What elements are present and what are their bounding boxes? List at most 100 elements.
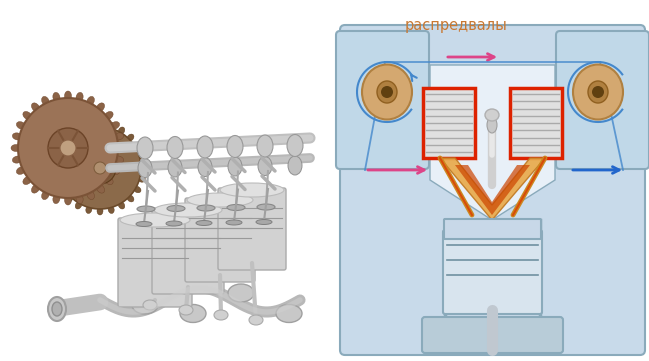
Ellipse shape [118,201,125,209]
Ellipse shape [59,186,67,193]
Ellipse shape [53,194,60,204]
Ellipse shape [377,81,397,103]
Ellipse shape [127,134,134,141]
Ellipse shape [134,186,141,193]
Ellipse shape [110,122,119,129]
Ellipse shape [16,122,26,129]
Ellipse shape [167,205,185,212]
Ellipse shape [48,297,66,321]
Ellipse shape [76,194,83,204]
Ellipse shape [137,137,153,159]
FancyBboxPatch shape [218,188,286,270]
Ellipse shape [42,190,49,200]
Ellipse shape [118,127,125,135]
Ellipse shape [66,134,73,141]
Ellipse shape [66,195,73,202]
Ellipse shape [104,112,113,120]
Ellipse shape [257,204,275,210]
Ellipse shape [134,143,141,150]
Ellipse shape [167,136,183,158]
FancyBboxPatch shape [340,25,645,355]
Ellipse shape [573,65,623,119]
Ellipse shape [96,184,104,193]
Ellipse shape [53,92,60,102]
Ellipse shape [76,92,83,102]
Ellipse shape [55,176,62,182]
FancyBboxPatch shape [510,88,562,158]
Ellipse shape [31,103,40,112]
Ellipse shape [180,304,206,322]
Ellipse shape [11,144,21,152]
Ellipse shape [138,154,145,160]
Ellipse shape [108,206,114,213]
FancyBboxPatch shape [422,317,563,353]
Ellipse shape [16,167,26,174]
Ellipse shape [12,156,22,163]
FancyBboxPatch shape [423,88,475,158]
Ellipse shape [115,144,125,152]
Ellipse shape [104,176,113,184]
Ellipse shape [31,184,40,193]
Ellipse shape [249,315,263,325]
FancyBboxPatch shape [336,31,429,169]
Ellipse shape [166,221,182,226]
Ellipse shape [196,221,212,226]
FancyBboxPatch shape [444,219,541,239]
Ellipse shape [23,112,32,120]
Ellipse shape [257,135,273,157]
Polygon shape [430,65,555,220]
Ellipse shape [588,81,608,103]
Circle shape [59,127,141,209]
Ellipse shape [110,167,119,174]
Ellipse shape [214,310,228,320]
Ellipse shape [197,205,215,211]
Ellipse shape [53,165,61,171]
Ellipse shape [487,117,497,133]
Ellipse shape [114,133,123,140]
Ellipse shape [198,157,212,177]
Ellipse shape [75,127,82,135]
Circle shape [48,128,88,168]
Ellipse shape [132,296,158,314]
Ellipse shape [23,176,32,184]
Ellipse shape [228,284,254,302]
Ellipse shape [220,183,284,197]
Ellipse shape [256,219,272,225]
Ellipse shape [96,103,104,112]
Ellipse shape [108,122,114,130]
Ellipse shape [288,156,302,175]
Ellipse shape [362,65,412,119]
Ellipse shape [87,190,94,200]
Text: распредвалы: распредвалы [405,18,508,33]
Ellipse shape [276,304,302,322]
Ellipse shape [137,206,155,212]
Ellipse shape [139,165,147,171]
Ellipse shape [154,203,222,217]
Ellipse shape [75,201,82,209]
Ellipse shape [287,135,303,157]
Ellipse shape [136,222,152,226]
FancyBboxPatch shape [118,218,192,307]
Ellipse shape [114,156,123,163]
Ellipse shape [138,158,152,178]
Circle shape [60,140,76,156]
Ellipse shape [59,143,67,150]
Ellipse shape [97,207,103,215]
Ellipse shape [197,136,213,158]
Ellipse shape [485,109,499,121]
Ellipse shape [64,91,71,101]
Ellipse shape [127,195,134,202]
Ellipse shape [179,305,193,315]
Ellipse shape [258,157,272,175]
FancyBboxPatch shape [185,198,255,282]
Polygon shape [440,158,545,220]
Circle shape [94,162,106,174]
Ellipse shape [226,220,242,225]
FancyBboxPatch shape [443,230,542,314]
Ellipse shape [168,158,182,177]
FancyBboxPatch shape [556,31,649,169]
Ellipse shape [12,133,22,140]
Ellipse shape [120,213,190,227]
Ellipse shape [138,176,145,182]
Ellipse shape [52,302,62,316]
